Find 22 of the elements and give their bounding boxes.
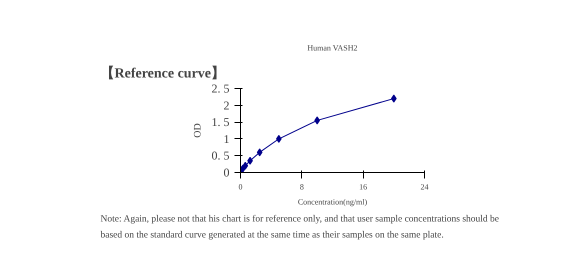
text: 【Reference curve】 [100, 66, 226, 82]
x-axis-title: Concentration(ng/ml) [298, 198, 368, 206]
y-axis-title: OD [192, 123, 204, 138]
point [247, 156, 253, 165]
y-tick-label: 0 [224, 166, 230, 180]
text: based on the standard curve generated at the same time as their samples on the same plate. [100, 230, 444, 240]
point [242, 162, 248, 170]
y-tick-label: 2 [224, 98, 230, 112]
text: Note: Again, please not that his chart is for reference only, and that user sample concentrations should be [100, 214, 500, 224]
chart-title: Human VASH2 [307, 44, 358, 52]
x-tick-label: 0 [238, 182, 242, 192]
point [314, 116, 320, 124]
y-tick-label: 0. 5 [212, 148, 230, 163]
point [391, 94, 397, 103]
y-tick-label: 2. 5 [212, 82, 230, 96]
point [276, 134, 282, 143]
y-tick-label: 1 [224, 132, 230, 146]
x-tick-label: 24 [420, 182, 428, 192]
y-tick-label: 1. 5 [212, 115, 230, 130]
x-tick-label: 16 [359, 182, 368, 192]
x-tick-label: 8 [300, 182, 304, 192]
point [256, 148, 262, 156]
